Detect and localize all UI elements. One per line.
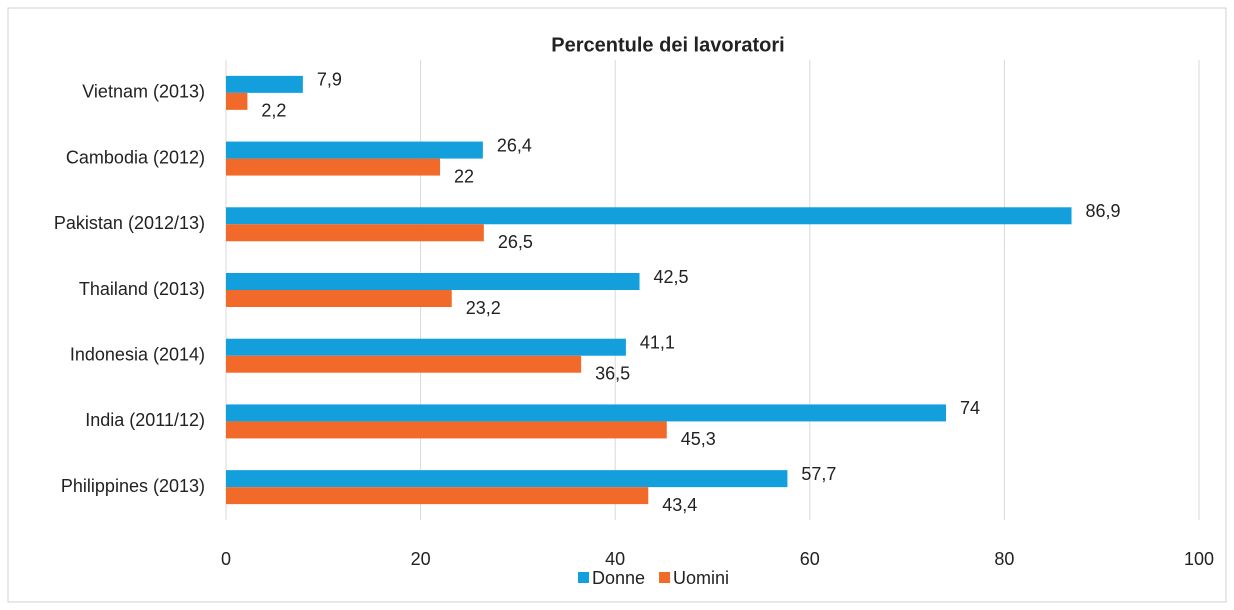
y-tick-label: India (2011/12) bbox=[85, 410, 205, 430]
data-label: 2,2 bbox=[261, 101, 286, 121]
bar bbox=[226, 75, 303, 93]
bar bbox=[226, 404, 947, 422]
legend-label: Donne bbox=[592, 568, 645, 588]
data-label: 7,9 bbox=[317, 70, 342, 90]
legend-swatch bbox=[578, 572, 589, 583]
y-tick-label: Cambodia (2012) bbox=[66, 147, 205, 167]
x-tick-label: 0 bbox=[221, 549, 231, 569]
bar bbox=[226, 92, 248, 110]
y-tick-label: Indonesia (2014) bbox=[70, 344, 205, 364]
y-tick-label: Philippines (2013) bbox=[61, 476, 205, 496]
data-label: 74 bbox=[960, 398, 980, 418]
bar bbox=[226, 470, 788, 488]
x-tick-label: 60 bbox=[800, 549, 820, 569]
y-tick-label: Vietnam (2013) bbox=[82, 82, 205, 102]
data-label: 42,5 bbox=[654, 267, 689, 287]
data-label: 36,5 bbox=[595, 363, 630, 383]
data-label: 41,1 bbox=[640, 332, 675, 352]
data-label: 23,2 bbox=[466, 298, 501, 318]
data-label: 43,4 bbox=[662, 495, 697, 515]
y-tick-label: Pakistan (2012/13) bbox=[54, 213, 205, 233]
x-tick-label: 80 bbox=[994, 549, 1014, 569]
data-label: 26,5 bbox=[498, 232, 533, 252]
data-label: 86,9 bbox=[1086, 201, 1121, 221]
bar bbox=[226, 207, 1072, 225]
y-tick-label: Thailand (2013) bbox=[79, 279, 205, 299]
bar bbox=[226, 273, 640, 290]
x-tick-label: 20 bbox=[411, 549, 431, 569]
x-tick-label: 100 bbox=[1184, 549, 1214, 569]
x-tick-label: 40 bbox=[605, 549, 625, 569]
bar bbox=[226, 355, 582, 373]
bar bbox=[226, 421, 667, 439]
bar bbox=[226, 158, 441, 176]
legend-swatch bbox=[659, 572, 671, 583]
data-label: 57,7 bbox=[801, 464, 836, 484]
bar bbox=[226, 487, 649, 505]
data-label: 22 bbox=[454, 166, 474, 186]
chart-title: Percentule dei lavoratori bbox=[551, 34, 784, 56]
bar bbox=[226, 224, 484, 242]
bar bbox=[226, 141, 483, 159]
bar bbox=[226, 338, 626, 356]
data-label: 45,3 bbox=[681, 429, 716, 449]
bar bbox=[226, 290, 452, 307]
legend-label: Uomini bbox=[673, 568, 729, 588]
data-label: 26,4 bbox=[497, 135, 532, 155]
